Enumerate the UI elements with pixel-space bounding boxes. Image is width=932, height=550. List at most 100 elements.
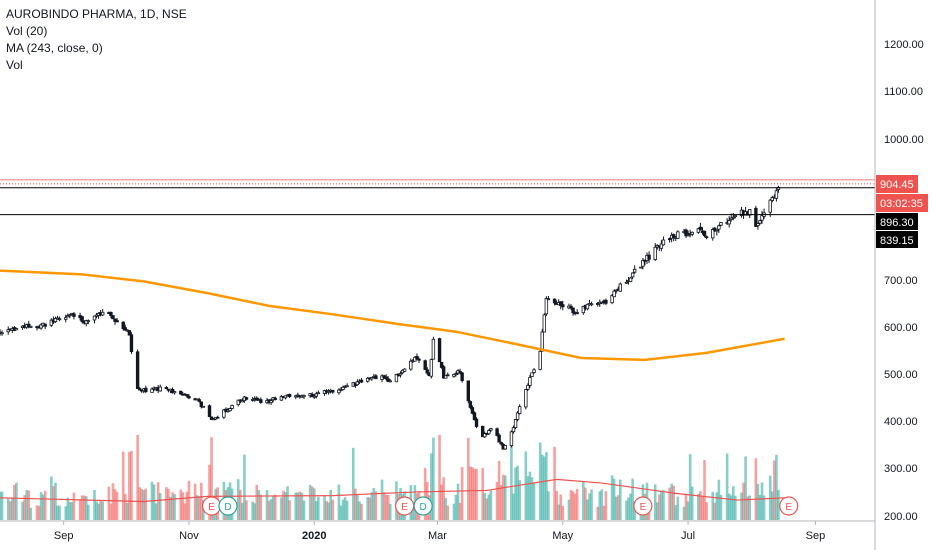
volume-bar (87, 504, 90, 520)
volume-bar (655, 502, 659, 520)
candle-body (314, 393, 319, 397)
volume-bar (631, 478, 634, 520)
candle-body (259, 399, 263, 403)
volume-bar (555, 490, 558, 520)
candle-body (717, 225, 721, 230)
volume-ma-line (0, 478, 785, 503)
volume-bar (473, 469, 476, 520)
volume-bar (130, 450, 133, 520)
candle-body (441, 366, 446, 379)
candle-body (667, 238, 672, 241)
legend-ma[interactable]: MA (243, close, 0) (6, 41, 103, 55)
price-levels (0, 179, 875, 216)
price-tick-label: 500.00 (884, 369, 918, 381)
volume-bar (339, 505, 343, 520)
candle-body (774, 190, 779, 199)
dividend-marker[interactable]: D (218, 496, 238, 516)
volume-bar (171, 492, 174, 520)
volume-bar (193, 483, 197, 520)
candle-body (100, 311, 105, 316)
volume-bar (719, 495, 723, 520)
volume-bar (557, 504, 560, 520)
volume-bar (559, 494, 563, 520)
candle-body (269, 400, 273, 404)
candle-body (589, 303, 594, 306)
volume-bar (107, 486, 111, 520)
candle-body (618, 283, 623, 292)
volume-bar (512, 493, 515, 520)
volume-bar (15, 482, 18, 520)
candle-body (571, 307, 575, 314)
volume-bar (430, 453, 433, 520)
volume-bar (586, 499, 589, 520)
volume-bar (775, 454, 778, 520)
earnings-marker[interactable]: E (201, 496, 222, 516)
candle-body (731, 216, 735, 219)
candle-body (150, 388, 154, 393)
candle-body (517, 406, 522, 414)
marker-label: E (785, 502, 792, 513)
earnings-marker[interactable]: E (395, 496, 415, 516)
volume-bar (265, 490, 269, 520)
volume-bar (538, 442, 542, 520)
candle-body (374, 375, 378, 380)
volume-bar (458, 502, 462, 520)
earnings-marker[interactable]: E (779, 496, 799, 516)
legend-symbol[interactable]: AUROBINDO PHARMA, 1D, NSE (6, 7, 187, 21)
volume-bar (423, 468, 427, 520)
candle-body (513, 419, 518, 429)
volume-bar (325, 500, 328, 520)
marker-circle (779, 496, 799, 516)
volume-bar (762, 495, 766, 520)
volume-bar (210, 437, 213, 520)
volume-bar (113, 489, 117, 520)
candle-body (748, 209, 752, 216)
candle-body (287, 393, 292, 398)
candle-body (57, 318, 62, 321)
candle-body (672, 234, 676, 239)
legend-volume[interactable]: Vol (6, 58, 23, 72)
volume-bar (179, 489, 183, 520)
price-axis[interactable]: 200.00 300.00 400.00 500.00 600.00 700.00 1000… (884, 39, 924, 523)
volume-bar (366, 496, 369, 520)
volume-bar (273, 494, 277, 520)
volume-bar (35, 505, 39, 520)
dividend-marker[interactable]: D (413, 496, 433, 516)
legend-volume-20[interactable]: Vol (20) (6, 24, 48, 38)
volume-bar (294, 492, 298, 520)
candle-body (312, 395, 316, 398)
candle-body (27, 323, 31, 328)
time-axis[interactable]: Sep Nov 2020 Mar May Jul Sep (54, 521, 825, 542)
volume-bar (154, 503, 158, 520)
level-2-tag-bg (876, 231, 918, 248)
candle-body (417, 358, 421, 361)
volume-bar (668, 487, 671, 520)
candle-body (704, 236, 709, 239)
volume-bar (452, 503, 456, 520)
volume-bar (138, 487, 141, 520)
volume-bar (197, 496, 201, 520)
volume-bar (255, 484, 259, 520)
volume-bar (705, 502, 708, 520)
candle-body (39, 324, 43, 329)
chart-legend[interactable]: AUROBINDO PHARMA, 1D, NSE Vol (20) MA (2… (6, 6, 187, 74)
volume-bar (58, 505, 61, 520)
volume-bar (432, 437, 435, 520)
marker-circle (633, 496, 653, 516)
time-tick-label: Nov (179, 530, 199, 542)
candle-body (341, 386, 345, 390)
last-price-tag-bg (876, 175, 918, 193)
volume-bar (382, 492, 386, 520)
volume-bar (343, 497, 347, 520)
marker-label: E (640, 502, 647, 513)
candle-body (452, 373, 456, 377)
earnings-marker[interactable]: E (633, 496, 653, 516)
candle-body (29, 325, 33, 328)
volume-bar (185, 491, 189, 520)
volume-bar (658, 494, 661, 520)
volume-bar (271, 495, 275, 520)
candle-body (458, 371, 462, 373)
time-tick-label: Sep (54, 530, 74, 542)
